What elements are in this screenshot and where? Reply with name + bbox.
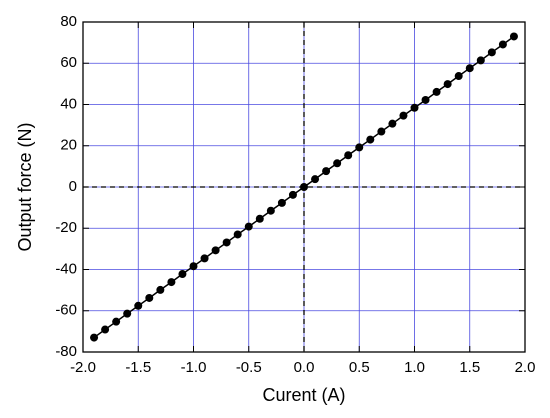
data-point (145, 293, 154, 302)
x-tick-label: -1.5 (125, 359, 151, 376)
data-point (178, 270, 187, 279)
data-point (498, 40, 507, 49)
data-point (410, 103, 419, 112)
data-point (112, 317, 121, 326)
y-tick-label: 80 (60, 13, 77, 30)
data-point (487, 48, 496, 57)
x-tick-label: -0.5 (236, 359, 262, 376)
data-point (211, 246, 220, 255)
x-tick-label: -2.0 (70, 359, 96, 376)
data-point (454, 72, 463, 81)
data-point (322, 167, 331, 176)
y-tick-label: 60 (60, 54, 77, 71)
y-tick-label: 0 (69, 178, 77, 195)
plot-frame (82, 21, 526, 353)
data-point (443, 80, 452, 89)
data-point (421, 95, 430, 104)
data-point (266, 206, 275, 215)
data-point (432, 87, 441, 96)
data-point (134, 301, 143, 310)
data-point (167, 278, 176, 287)
y-tick-label: -40 (55, 260, 77, 277)
data-point (300, 183, 308, 191)
data-point (222, 238, 231, 247)
x-axis-label: Curent (A) (262, 385, 345, 405)
data-point (377, 127, 386, 136)
data-point (509, 32, 518, 41)
data-point (366, 135, 375, 144)
data-point (355, 143, 364, 152)
data-point (189, 262, 198, 271)
x-tick-label: 0.0 (294, 359, 315, 376)
data-point (90, 333, 99, 342)
y-tick-label: -20 (55, 219, 77, 236)
data-point (255, 214, 264, 223)
data-point (399, 111, 408, 120)
data-point (156, 285, 165, 294)
x-tick-label: 2.0 (515, 359, 536, 376)
data-point (465, 64, 474, 73)
data-point (200, 254, 209, 263)
data-point (288, 190, 297, 199)
y-tick-label: 40 (60, 95, 77, 112)
y-tick-label: 20 (60, 137, 77, 154)
data-point (101, 325, 110, 334)
data-point (277, 198, 286, 207)
x-tick-label: -1.0 (181, 359, 207, 376)
y-tick-label: -60 (55, 302, 77, 319)
x-tick-label: 1.5 (459, 359, 480, 376)
data-point (344, 151, 353, 160)
data-point (244, 222, 253, 231)
y-tick-label: -80 (55, 343, 77, 360)
x-tick-label: 1.0 (404, 359, 425, 376)
y-axis-label: Output force (N) (15, 122, 35, 251)
data-point (476, 56, 485, 65)
data-point (388, 119, 397, 128)
x-tick-label: 0.5 (349, 359, 370, 376)
data-point (123, 309, 132, 318)
data-point (233, 230, 242, 239)
data-point (311, 175, 320, 184)
data-point (333, 159, 342, 168)
